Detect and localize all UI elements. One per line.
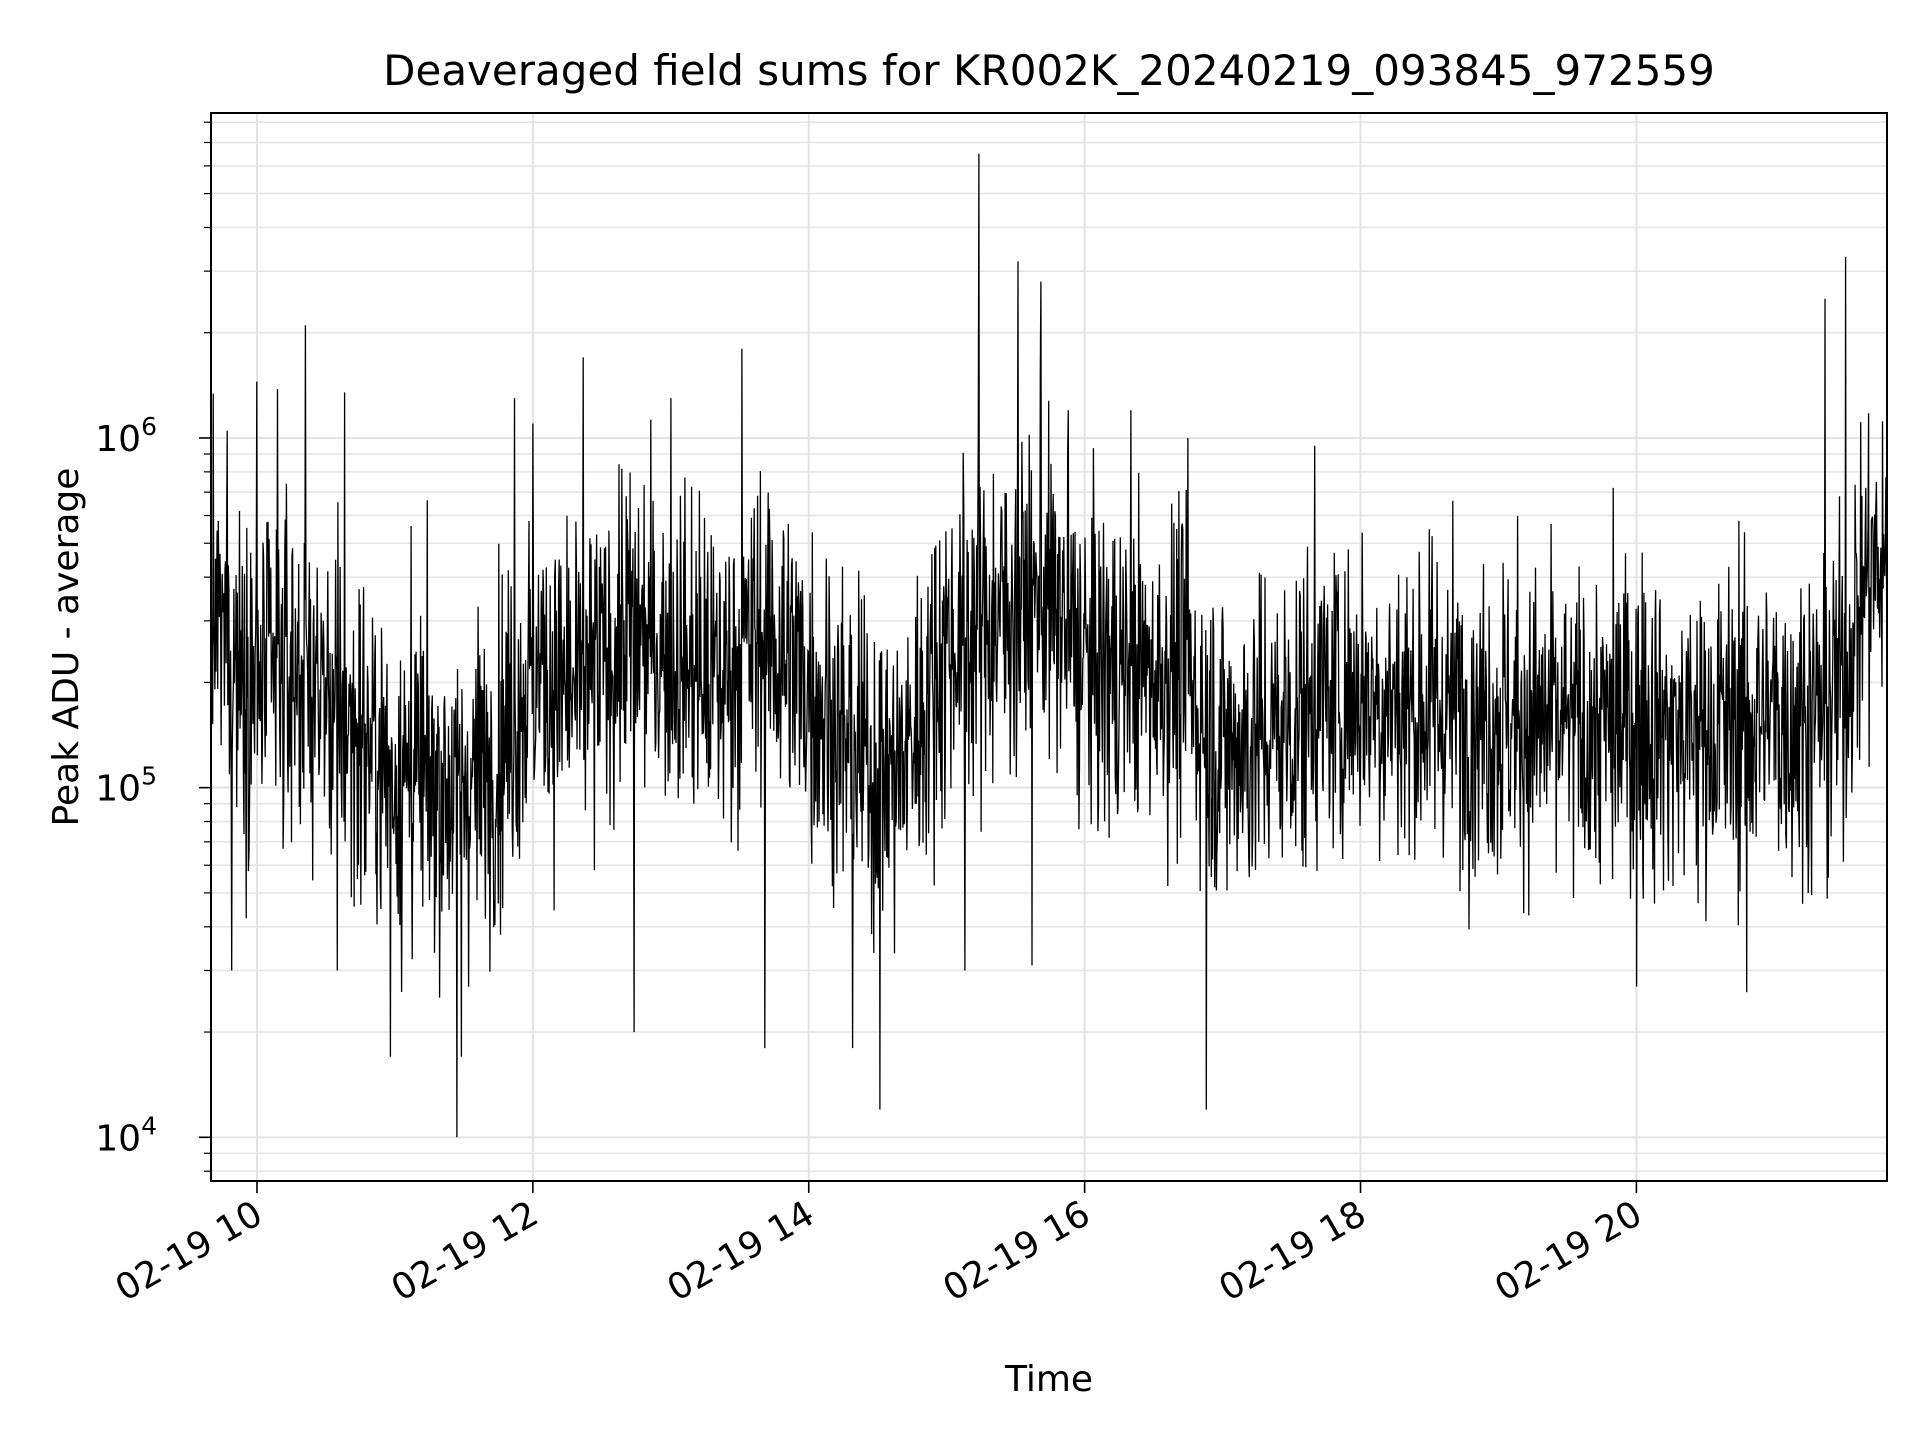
y-tick-exponent: 6 <box>141 412 157 441</box>
x-axis-label: Time <box>1004 1359 1093 1400</box>
chart-title: Deaveraged field sums for KR002K_2024021… <box>383 46 1715 95</box>
series-polyline <box>210 153 1888 1138</box>
series-line <box>210 153 1888 1138</box>
plot-frame <box>210 112 1888 1182</box>
y-tick-exponent: 5 <box>141 762 157 791</box>
y-axis-label: Peak ADU - average <box>46 468 87 827</box>
y-tick-exponent: 4 <box>141 1111 157 1140</box>
